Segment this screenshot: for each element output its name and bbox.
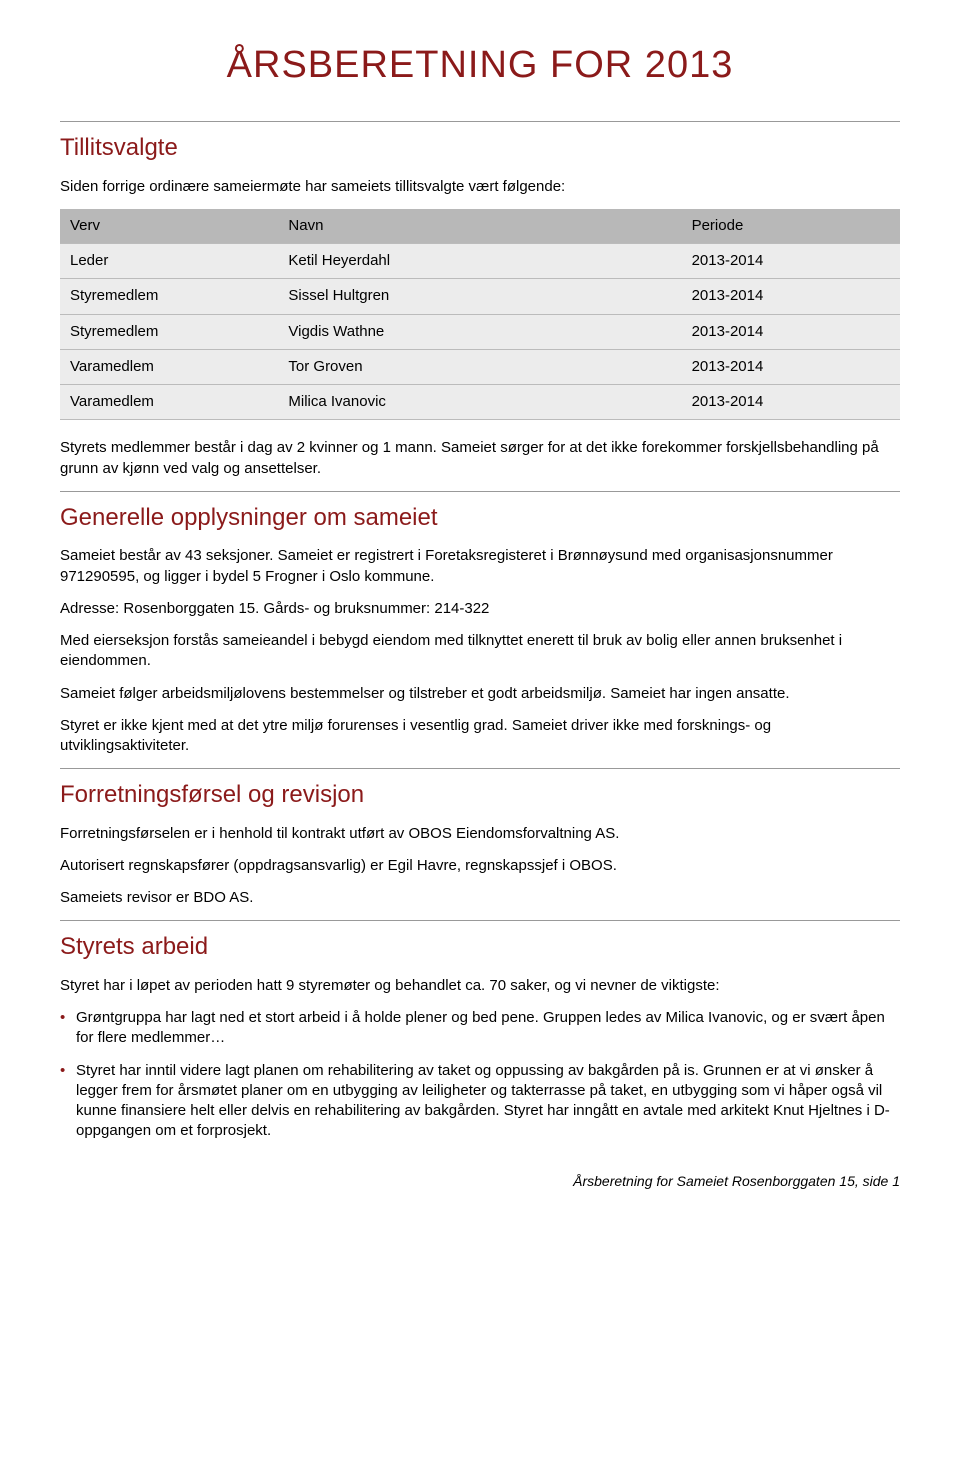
col-periode: Periode xyxy=(682,209,900,244)
table-row: Leder Ketil Heyerdahl 2013-2014 xyxy=(60,244,900,279)
cell-periode: 2013-2014 xyxy=(682,244,900,279)
section-heading-tillitsvalgte: Tillitsvalgte xyxy=(60,132,900,164)
forretning-p1: Forretningsførselen er i henhold til kon… xyxy=(60,824,900,844)
section-heading-arbeid: Styrets arbeid xyxy=(60,931,900,963)
forretning-p3: Sameiets revisor er BDO AS. xyxy=(60,888,900,908)
cell-navn: Ketil Heyerdahl xyxy=(278,244,681,279)
list-item: Grøntgruppa har lagt ned et stort arbeid… xyxy=(60,1008,900,1049)
generelle-p5: Styret er ikke kjent med at det ytre mil… xyxy=(60,716,900,757)
col-verv: Verv xyxy=(60,209,278,244)
divider xyxy=(60,920,900,921)
col-navn: Navn xyxy=(278,209,681,244)
divider xyxy=(60,121,900,122)
roles-table: Verv Navn Periode Leder Ketil Heyerdahl … xyxy=(60,209,900,421)
table-row: Styremedlem Sissel Hultgren 2013-2014 xyxy=(60,279,900,314)
table-row: Varamedlem Milica Ivanovic 2013-2014 xyxy=(60,385,900,420)
cell-periode: 2013-2014 xyxy=(682,349,900,384)
cell-navn: Tor Groven xyxy=(278,349,681,384)
cell-navn: Sissel Hultgren xyxy=(278,279,681,314)
cell-verv: Leder xyxy=(60,244,278,279)
forretning-p2: Autorisert regnskapsfører (oppdragsansva… xyxy=(60,856,900,876)
table-row: Varamedlem Tor Groven 2013-2014 xyxy=(60,349,900,384)
cell-verv: Styremedlem xyxy=(60,314,278,349)
generelle-p2: Adresse: Rosenborggaten 15. Gårds- og br… xyxy=(60,599,900,619)
cell-periode: 2013-2014 xyxy=(682,279,900,314)
cell-navn: Vigdis Wathne xyxy=(278,314,681,349)
cell-periode: 2013-2014 xyxy=(682,385,900,420)
section-heading-generelle: Generelle opplysninger om sameiet xyxy=(60,502,900,534)
cell-navn: Milica Ivanovic xyxy=(278,385,681,420)
cell-verv: Varamedlem xyxy=(60,349,278,384)
generelle-p4: Sameiet følger arbeidsmiljølovens bestem… xyxy=(60,684,900,704)
cell-verv: Styremedlem xyxy=(60,279,278,314)
generelle-p3: Med eierseksjon forstås sameieandel i be… xyxy=(60,631,900,672)
document-title: ÅRSBERETNING FOR 2013 xyxy=(60,40,900,91)
table-header-row: Verv Navn Periode xyxy=(60,209,900,244)
arbeid-bullet-list: Grøntgruppa har lagt ned et stort arbeid… xyxy=(60,1008,900,1142)
divider xyxy=(60,768,900,769)
generelle-p1: Sameiet består av 43 seksjoner. Sameiet … xyxy=(60,546,900,587)
page-footer: Årsberetning for Sameiet Rosenborggaten … xyxy=(60,1172,900,1191)
section-heading-forretning: Forretningsførsel og revisjon xyxy=(60,779,900,811)
divider xyxy=(60,491,900,492)
tillitsvalgte-intro: Siden forrige ordinære sameiermøte har s… xyxy=(60,177,900,197)
list-item: Styret har inntil videre lagt planen om … xyxy=(60,1061,900,1142)
tillitsvalgte-after: Styrets medlemmer består i dag av 2 kvin… xyxy=(60,438,900,479)
cell-periode: 2013-2014 xyxy=(682,314,900,349)
cell-verv: Varamedlem xyxy=(60,385,278,420)
table-row: Styremedlem Vigdis Wathne 2013-2014 xyxy=(60,314,900,349)
arbeid-intro: Styret har i løpet av perioden hatt 9 st… xyxy=(60,976,900,996)
